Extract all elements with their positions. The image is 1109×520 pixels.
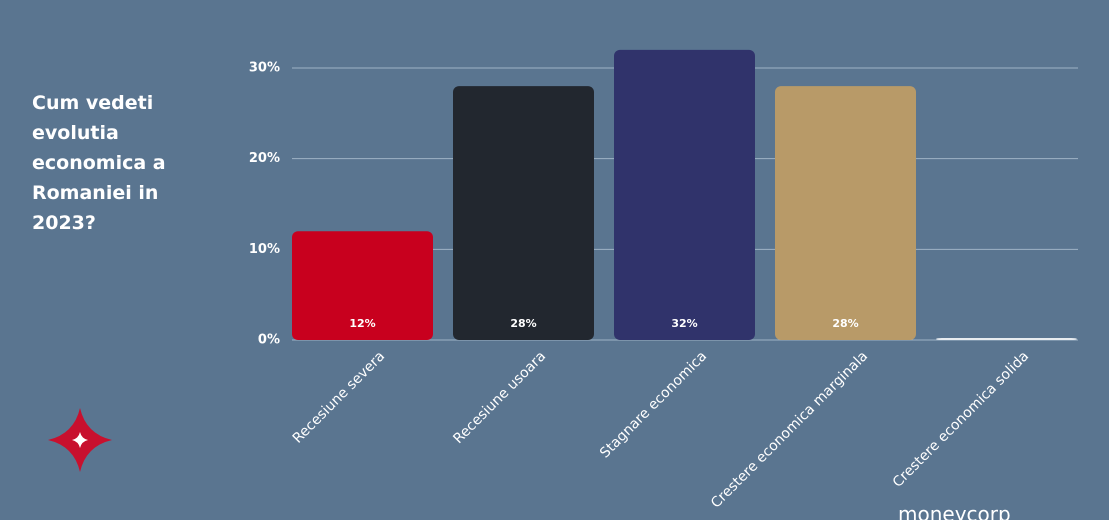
bar — [614, 49, 755, 340]
brand: moneycorp — [898, 502, 1011, 520]
logo-star — [48, 408, 112, 472]
y-tick-label: 10% — [249, 242, 280, 257]
y-tick-label: 20% — [249, 151, 280, 166]
bar — [292, 231, 433, 340]
y-tick-label: 0% — [258, 333, 280, 348]
y-tick-label: 30% — [249, 61, 280, 76]
x-tick-label: Recesiune usoara — [450, 348, 549, 447]
bar — [453, 86, 594, 340]
x-tick-label: Crestere economica marginala — [708, 348, 871, 511]
chart-title: Cum vedeti evolutia economica a Romaniei… — [32, 92, 166, 234]
value-label: 32% — [671, 317, 697, 330]
x-tick-label: Crestere economica solida — [890, 348, 1032, 490]
bar — [936, 338, 1077, 340]
x-tick-label: Recesiune severa — [290, 348, 388, 446]
value-label: 12% — [349, 317, 375, 330]
value-label: 28% — [832, 317, 858, 330]
x-tick-label: Stagnare economica — [597, 348, 710, 461]
value-label: 28% — [510, 317, 536, 330]
bar — [775, 86, 916, 340]
